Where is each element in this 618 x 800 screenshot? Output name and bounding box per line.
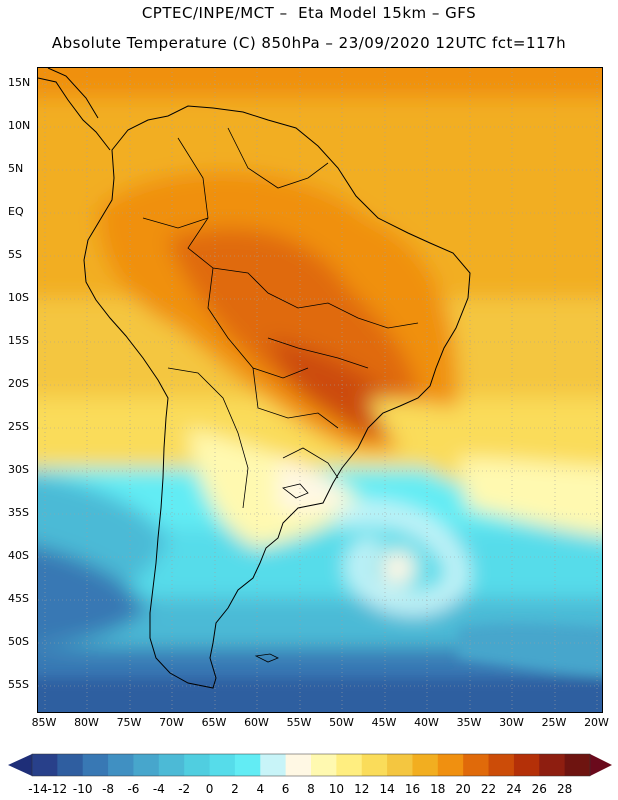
longitude-label: 55W [286, 716, 312, 729]
colorbar-label: -8 [102, 782, 115, 796]
colorbar-label: 24 [506, 782, 522, 796]
colorbar-label: 10 [328, 782, 344, 796]
colorbar-label: -14 [28, 782, 48, 796]
latitude-label: 35S [8, 506, 29, 519]
colorbar-label: -12 [47, 782, 68, 796]
central-america-coastline [38, 68, 111, 151]
colorbar-swatch [463, 754, 490, 776]
colorbar-swatch [488, 754, 515, 776]
longitude-label: 75W [116, 716, 142, 729]
longitude-label: 85W [31, 716, 57, 729]
colorbar-swatch [564, 754, 591, 776]
longitude-label: 30W [499, 716, 524, 729]
colorbar-swatch [184, 754, 211, 776]
longitude-label: 20W [584, 716, 609, 729]
latitude-label: 55S [8, 678, 29, 691]
colorbar-label: 2 [231, 782, 239, 796]
colorbar-swatch [260, 754, 287, 776]
colorbar-label: -4 [152, 782, 165, 796]
colorbar-swatch [437, 754, 464, 776]
temperature-colorbar [8, 753, 612, 777]
south-america-coastline [83, 105, 471, 689]
falkland-islands [254, 653, 279, 663]
longitude-label: 40W [414, 716, 439, 729]
colorbar-label: 20 [455, 782, 471, 796]
latitude-label: 15N [8, 76, 31, 89]
temperature-field [38, 68, 602, 712]
latitude-label: 20S [8, 377, 29, 390]
colorbar-label: 28 [556, 782, 573, 796]
longitude-label: 45W [371, 716, 397, 729]
map-canvas [38, 68, 602, 712]
colorbar-label: 6 [281, 782, 290, 796]
map-title-line1: CPTEC/INPE/MCT – Eta Model 15km – GFS [141, 4, 477, 22]
longitude-label: 60W [244, 716, 269, 729]
temperature-map [37, 67, 603, 713]
colorbar-swatch [158, 754, 185, 776]
colorbar-swatch [133, 754, 160, 776]
longitude-label: 50W [329, 716, 354, 729]
colorbar-swatch [285, 754, 312, 776]
colorbar-swatch [361, 754, 388, 776]
colorbar-label: -10 [72, 782, 93, 796]
colorbar-label: 18 [430, 782, 446, 796]
latitude-label: 45S [8, 592, 29, 605]
colorbar-label: 16 [404, 782, 421, 796]
colorbar-label: -6 [127, 782, 140, 796]
longitude-label: 65W [201, 716, 227, 729]
longitude-label: 25W [541, 716, 567, 729]
latitude-label: EQ [8, 205, 24, 218]
longitude-label: 70W [159, 716, 184, 729]
colorbar-left-arrow [8, 754, 32, 776]
colorbar-label: 14 [379, 782, 395, 796]
colorbar-label: 22 [480, 782, 497, 796]
latitude-label: 40S [8, 549, 29, 562]
colorbar-label: 12 [354, 782, 370, 796]
colorbar-label: 0 [205, 782, 214, 796]
colorbar-swatch [32, 754, 58, 776]
latitude-label: 10N [8, 119, 31, 132]
latitude-label: 5N [8, 162, 24, 175]
colorbar-label: 8 [307, 782, 315, 796]
longitude-label: 35W [456, 716, 482, 729]
longitude-label: 80W [74, 716, 99, 729]
colorbar-outline [31, 753, 591, 777]
colorbar-swatch [539, 754, 566, 776]
latitude-label: 15S [8, 334, 29, 347]
country-borders [142, 127, 419, 509]
colorbar-label: 4 [256, 782, 265, 796]
colorbar-swatch [336, 754, 363, 776]
colorbar-label: -2 [178, 782, 191, 796]
colorbar-right-arrow [590, 754, 612, 776]
lagoon-outline [282, 483, 309, 499]
colorbar-swatch [108, 754, 134, 776]
latitude-label: 50S [8, 635, 29, 648]
cold-south-field [38, 623, 602, 712]
latitude-label: 25S [8, 420, 29, 433]
colorbar-swatch [311, 754, 337, 776]
colorbar-swatch [82, 754, 109, 776]
colorbar-label: 26 [531, 782, 547, 796]
colorbar-swatch [57, 754, 84, 776]
colorbar-swatch [209, 754, 236, 776]
latitude-label: 30S [8, 463, 29, 476]
map-title-line2: Absolute Temperature (C) 850hPa – 23/09/… [51, 34, 567, 52]
colorbar-swatch [387, 754, 413, 776]
latitude-label: 10S [8, 291, 29, 304]
colorbar-swatch [234, 754, 261, 776]
colorbar-swatch [412, 754, 439, 776]
colorbar-swatch [513, 754, 540, 776]
latitude-label: 5S [8, 248, 22, 261]
